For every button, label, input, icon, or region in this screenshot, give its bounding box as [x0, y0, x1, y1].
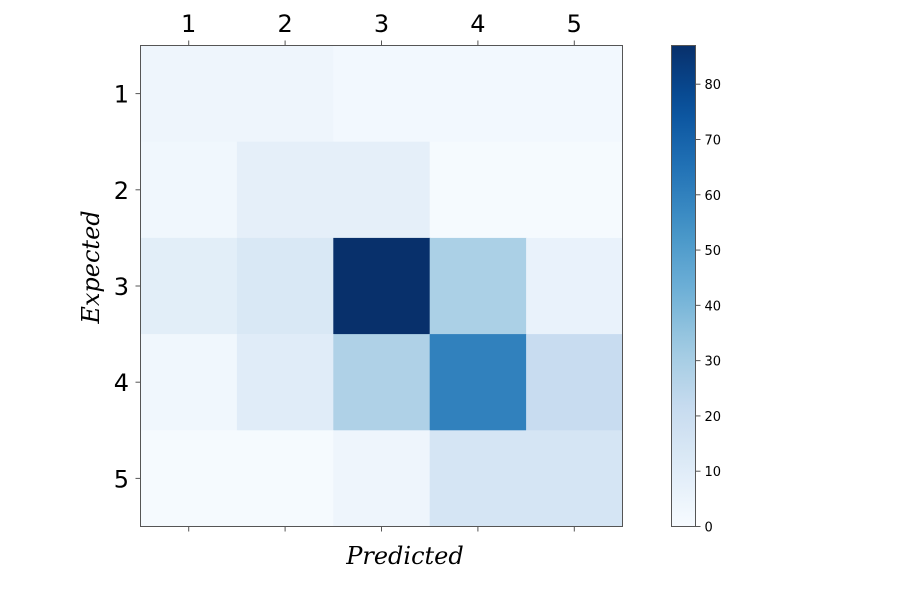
colorbar-tick-label-30: 30 [705, 355, 722, 370]
heatmap-cell-r1-c3 [333, 45, 431, 143]
colorbar-tick-label-40: 40 [705, 299, 722, 314]
heatmap-cell-r4-c4 [429, 334, 527, 431]
heatmap-cell-r3-c2 [236, 237, 334, 335]
colorbar-tick-label-0: 0 [705, 521, 713, 536]
heatmap-cell-r1-c5 [526, 45, 623, 143]
heatmap-cells [140, 45, 623, 527]
heatmap-cell-r5-c4 [429, 430, 527, 527]
heatmap-cell-r2-c4 [429, 141, 527, 239]
x-tick-label-1: 1 [181, 10, 196, 38]
heatmap-cell-r1-c2 [236, 45, 334, 143]
y-tick-label-5: 5 [114, 465, 129, 493]
heatmap-cell-r2-c2 [236, 141, 334, 239]
heatmap-cell-r2-c3 [333, 141, 431, 239]
heatmap-cell-r4-c2 [236, 334, 334, 431]
y-tick-labels: 1 2 3 4 5 [114, 81, 141, 493]
colorbar-tick-label-60: 60 [705, 189, 722, 204]
heatmap-cell-r3-c3 [333, 237, 431, 335]
x-tick-label-5: 5 [567, 10, 582, 38]
colorbar-tick-label-70: 70 [705, 133, 722, 148]
x-tick-label-4: 4 [470, 10, 485, 38]
heatmap-cell-r1-c1 [140, 45, 238, 143]
heatmap-cell-r3-c1 [140, 237, 238, 335]
colorbar-gradient [671, 45, 696, 527]
colorbar-tick-label-50: 50 [705, 244, 722, 259]
x-tick-labels: 1 2 3 4 5 [181, 10, 582, 46]
x-tick-label-2: 2 [277, 10, 292, 38]
colorbar-tick-label-20: 20 [705, 410, 722, 425]
x-axis-title: Predicted [345, 542, 464, 570]
y-tick-label-1: 1 [114, 81, 129, 109]
heatmap-cell-r1-c4 [429, 45, 527, 143]
bottom-tick-marks [188, 526, 575, 532]
heatmap-cell-r2-c1 [140, 141, 238, 239]
heatmap-cell-r5-c1 [140, 430, 238, 527]
heatmap-cell-r4-c1 [140, 334, 238, 431]
heatmap-cell-r4-c5 [526, 334, 623, 431]
colorbar-tick-label-10: 10 [705, 465, 722, 480]
colorbar: 0 10 20 30 40 50 60 70 80 [671, 45, 722, 536]
y-axis-title: Expected [77, 210, 105, 324]
heatmap-cell-r5-c5 [526, 430, 623, 527]
x-tick-label-3: 3 [374, 10, 389, 38]
colorbar-ticks: 0 10 20 30 40 50 60 70 80 [695, 78, 722, 536]
y-tick-label-4: 4 [114, 369, 129, 397]
heatmap-cell-r4-c3 [333, 334, 431, 431]
heatmap-cell-r5-c3 [333, 430, 431, 527]
colorbar-tick-label-80: 80 [705, 78, 722, 93]
heatmap-cell-r3-c4 [429, 237, 527, 335]
heatmap-cell-r3-c5 [526, 237, 623, 335]
heatmap-cell-r5-c2 [236, 430, 334, 527]
heatmap-cell-r2-c5 [526, 141, 623, 239]
y-tick-label-3: 3 [114, 273, 129, 301]
y-tick-label-2: 2 [114, 177, 129, 205]
